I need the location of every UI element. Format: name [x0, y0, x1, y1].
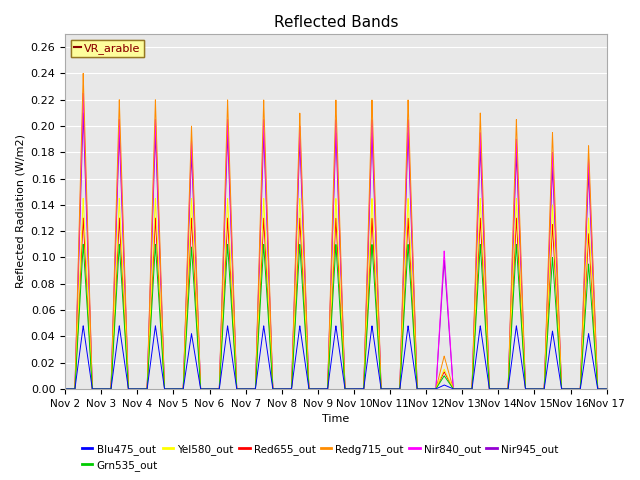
Yel580_out [407, 253, 415, 259]
Nir840_out [90, 386, 97, 392]
Nir945_out [497, 386, 504, 392]
Redg715_out [468, 382, 476, 388]
Red655_out [79, 215, 87, 221]
Blu475_out [497, 386, 504, 392]
Red655_out [497, 386, 504, 392]
Redg715_out [603, 386, 611, 392]
Yel580_out [504, 386, 511, 392]
Redg715_out [497, 386, 504, 392]
Nir840_out [79, 90, 87, 96]
Redg715_out [61, 386, 69, 392]
Nir840_out [61, 386, 69, 392]
Blu475_out [504, 386, 511, 392]
Nir840_out [504, 386, 511, 392]
Grn535_out [504, 386, 511, 392]
Legend: VR_arable: VR_arable [70, 39, 144, 57]
Legend: Blu475_out, Grn535_out, Yel580_out, Red655_out, Redg715_out, Nir840_out, Nir945_: Blu475_out, Grn535_out, Yel580_out, Red6… [77, 439, 563, 475]
Nir945_out [90, 386, 97, 392]
Nir840_out [603, 386, 611, 392]
Yel580_out [483, 334, 491, 339]
Grn535_out [61, 386, 69, 392]
Red655_out [61, 386, 69, 392]
Red655_out [483, 339, 491, 345]
Blu475_out [468, 385, 476, 391]
Nir945_out [61, 386, 69, 392]
Yel580_out [90, 386, 97, 392]
Grn535_out [497, 386, 504, 392]
Grn535_out [468, 384, 476, 390]
Line: Yel580_out: Yel580_out [65, 198, 607, 389]
X-axis label: Time: Time [323, 414, 349, 424]
Redg715_out [90, 386, 97, 392]
Blu475_out [407, 342, 415, 348]
Blu475_out [603, 386, 611, 392]
Red655_out [504, 386, 511, 392]
Line: Nir840_out: Nir840_out [65, 93, 607, 389]
Red655_out [603, 386, 611, 392]
Blu475_out [90, 386, 97, 392]
Nir840_out [497, 386, 504, 392]
Title: Reflected Bands: Reflected Bands [274, 15, 398, 30]
Redg715_out [407, 185, 415, 191]
Yel580_out [603, 386, 611, 392]
Line: Red655_out: Red655_out [65, 218, 607, 389]
Line: Grn535_out: Grn535_out [65, 244, 607, 389]
Nir840_out [468, 383, 476, 388]
Grn535_out [79, 241, 87, 247]
Yel580_out [468, 384, 476, 389]
Blu475_out [79, 323, 87, 329]
Red655_out [468, 384, 476, 389]
Grn535_out [603, 386, 611, 392]
Yel580_out [497, 386, 504, 392]
Nir840_out [483, 315, 491, 321]
Blu475_out [483, 369, 491, 374]
Grn535_out [90, 386, 97, 392]
Yel580_out [61, 386, 69, 392]
Grn535_out [407, 286, 415, 291]
Nir840_out [407, 199, 415, 204]
Y-axis label: Reflected Radiation (W/m2): Reflected Radiation (W/m2) [15, 134, 25, 288]
Line: Nir945_out: Nir945_out [65, 113, 607, 389]
Line: Redg715_out: Redg715_out [65, 73, 607, 389]
Yel580_out [79, 195, 87, 201]
Nir945_out [504, 386, 511, 392]
Nir945_out [603, 386, 611, 392]
Grn535_out [483, 346, 491, 352]
Redg715_out [483, 310, 491, 316]
Red655_out [90, 386, 97, 392]
Red655_out [407, 267, 415, 273]
Blu475_out [61, 386, 69, 392]
Nir945_out [79, 110, 87, 116]
Redg715_out [504, 386, 511, 392]
Line: Blu475_out: Blu475_out [65, 326, 607, 389]
Nir945_out [468, 383, 476, 388]
Nir945_out [407, 208, 415, 214]
Nir945_out [483, 319, 491, 325]
Redg715_out [79, 71, 87, 76]
